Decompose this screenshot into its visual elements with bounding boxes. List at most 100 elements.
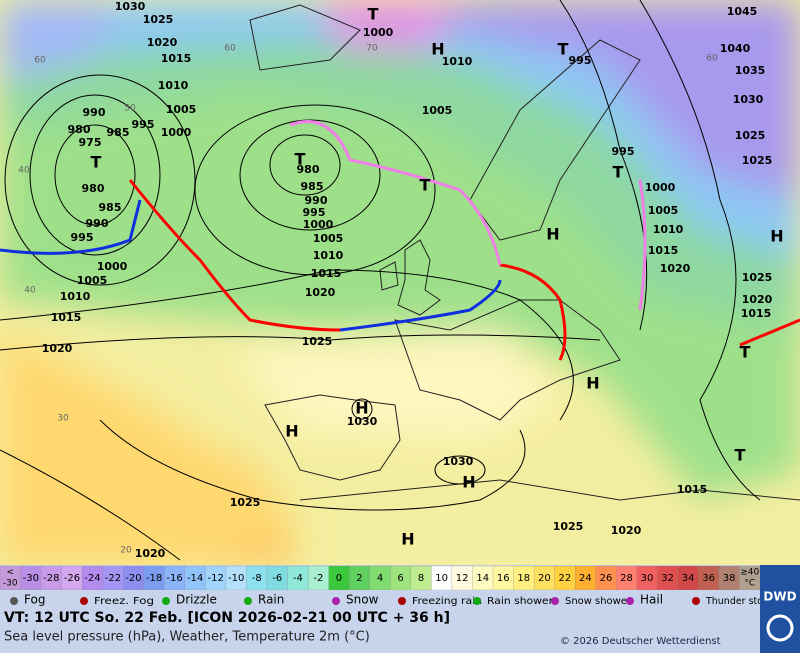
temp-value: 24 <box>579 573 592 584</box>
pressure-label: 1030 <box>733 93 764 106</box>
isotherm-label: 20 <box>120 546 132 556</box>
temp-value: 8 <box>418 573 424 584</box>
pressure-label: 1015 <box>741 307 772 320</box>
pressure-label: 1005 <box>313 232 344 245</box>
weather-icon <box>551 597 559 605</box>
pressure-label: 1025 <box>230 496 261 509</box>
pressure-label: 980 <box>68 123 91 136</box>
pressure-center: H <box>462 473 475 492</box>
pressure-label: 1020 <box>660 262 691 275</box>
weather-icon <box>692 597 700 605</box>
temp-value: -16 <box>166 573 182 584</box>
temp-low-symbol: < <box>6 568 14 578</box>
pressure-label: 1030 <box>115 0 146 13</box>
temp-value: 4 <box>377 573 383 584</box>
pressure-label: 985 <box>107 126 130 139</box>
pressure-center: H <box>355 399 368 418</box>
weather-label: Hail <box>640 593 663 607</box>
pressure-label: 1020 <box>305 286 336 299</box>
temp-value: 16 <box>497 573 510 584</box>
temp-low-value: -30 <box>3 579 18 589</box>
pressure-center: T <box>558 40 569 59</box>
pressure-label: 1005 <box>648 204 679 217</box>
temp-value: 18 <box>517 573 530 584</box>
temp-value: -12 <box>208 573 224 584</box>
pressure-label: 1025 <box>143 13 174 26</box>
isobars <box>0 0 761 561</box>
temp-value: 12 <box>456 573 469 584</box>
pressure-label: 1010 <box>158 79 189 92</box>
temp-value: -30 <box>23 573 39 584</box>
pressure-label: 1020 <box>42 342 73 355</box>
pressure-center: T <box>740 343 751 362</box>
weather-label: Snow shower <box>565 596 632 607</box>
isotherm-label: 40 <box>24 286 36 296</box>
temp-value: -28 <box>43 573 59 584</box>
weather-legend-bg <box>0 590 760 613</box>
pressure-center: H <box>546 225 559 244</box>
weather-label: Drizzle <box>176 593 217 607</box>
isotherm-label: 70 <box>366 44 378 54</box>
temp-value: 36 <box>702 573 715 584</box>
pressure-label: 1025 <box>553 520 584 533</box>
pressure-center: T <box>295 150 306 169</box>
fronts <box>0 120 800 361</box>
pressure-center: H <box>586 374 599 393</box>
temp-value: 22 <box>558 573 571 584</box>
pressure-label: 1020 <box>611 524 642 537</box>
pressure-label: 1010 <box>60 290 91 303</box>
temp-value: 32 <box>661 573 674 584</box>
logo-mark <box>766 614 794 642</box>
temp-value: 28 <box>620 573 633 584</box>
pressure-center: T <box>368 5 379 24</box>
pressure-label: 985 <box>301 180 324 193</box>
pressure-label: 1025 <box>302 335 333 348</box>
pressure-center: T <box>420 176 431 195</box>
temp-value: 26 <box>600 573 613 584</box>
temp-value: 14 <box>476 573 489 584</box>
weather-label: Freezing rain <box>412 596 482 607</box>
pressure-label: 1000 <box>161 126 192 139</box>
isotherm-label: 30 <box>57 414 69 424</box>
temp-value: -6 <box>272 573 282 584</box>
weather-icon <box>626 597 634 605</box>
isotherm-label: 60 <box>706 54 718 64</box>
map-background <box>0 0 800 565</box>
pressure-label: 1015 <box>161 52 192 65</box>
weather-icon <box>332 597 340 605</box>
isotherm-label: 60 <box>224 44 236 54</box>
description: Sea level pressure (hPa), Weather, Tempe… <box>4 630 370 645</box>
temp-value: -10 <box>228 573 244 584</box>
pressure-label: 1005 <box>166 103 197 116</box>
weather-label: Freez. Fog <box>94 596 154 607</box>
pressure-label: 1020 <box>742 293 773 306</box>
pressure-label: 995 <box>132 118 155 131</box>
pressure-label: 975 <box>79 136 102 149</box>
temp-value: 38 <box>723 573 736 584</box>
footer-bg <box>0 613 760 653</box>
pressure-label: 1015 <box>677 483 708 496</box>
pressure-label: 995 <box>612 145 635 158</box>
pressure-label: 1045 <box>727 5 758 18</box>
pressure-center: H <box>285 422 298 441</box>
temp-value: -20 <box>125 573 141 584</box>
pressure-label: 995 <box>303 206 326 219</box>
temp-value: 6 <box>397 573 403 584</box>
pressure-label: 985 <box>99 201 122 214</box>
valid-time: VT: 12 UTC So. 22 Feb. [ICON 2026-02-21 … <box>4 610 450 626</box>
temp-high-symbol: ≥40 <box>740 568 759 578</box>
pressure-label: 980 <box>82 182 105 195</box>
temp-value: -22 <box>105 573 121 584</box>
isotherm-label: 50 <box>124 104 136 114</box>
pressure-center: T <box>613 163 624 182</box>
weather-label: Thunder storm <box>705 596 776 607</box>
temp-value: -26 <box>64 573 80 584</box>
temp-value: -4 <box>293 573 303 584</box>
pressure-label: 1030 <box>443 455 474 468</box>
pressure-label: 1005 <box>422 104 453 117</box>
pressure-label: 1015 <box>51 311 82 324</box>
temp-value: -14 <box>187 573 203 584</box>
weather-icon <box>162 597 170 605</box>
